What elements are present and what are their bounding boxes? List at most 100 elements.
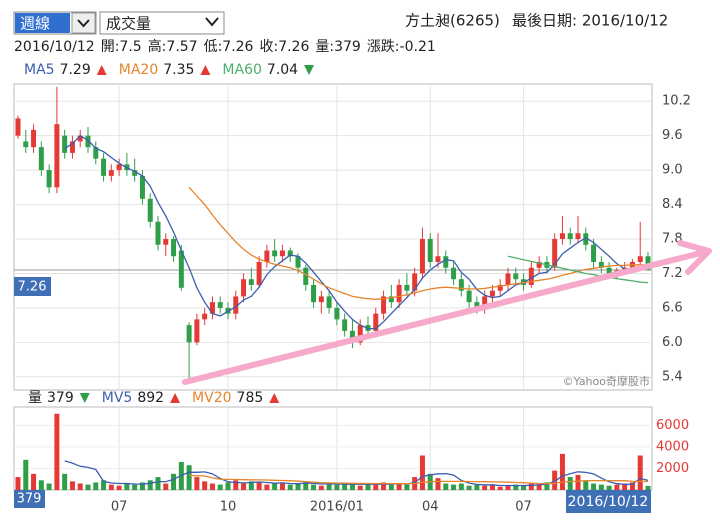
candle-body [108, 170, 114, 176]
info-value: 7.5 [119, 39, 141, 55]
candle-body [373, 313, 379, 331]
candle-body [155, 221, 161, 245]
info-label: 量: [315, 39, 334, 55]
volume-bar [93, 482, 99, 490]
volume-bar [124, 483, 130, 490]
volume-bar [513, 484, 519, 490]
candle-body [77, 135, 83, 142]
candle-body [637, 256, 643, 262]
legend-name: MA60 [222, 62, 261, 78]
info-label: 低: [204, 39, 223, 55]
volume-bar [458, 483, 464, 490]
volume-bar [147, 480, 153, 490]
volume-bar [528, 483, 534, 490]
info-line: 2016/10/12 開:7.5 高:7.57 低:7.26 收:7.26 量:379 漲跌… [14, 38, 436, 55]
volume-bar [559, 453, 565, 490]
candle-body [62, 135, 68, 153]
info-label: 高: [148, 38, 167, 55]
volume-bar [396, 483, 402, 490]
candle-body [241, 279, 247, 297]
dropdown-box[interactable] [99, 11, 225, 35]
candle-body [287, 250, 293, 257]
candle-body [591, 244, 597, 262]
volume-bar [163, 483, 169, 490]
y-tick-label: 6000 [656, 418, 689, 433]
watermark: ©Yahoo奇摩股市 [563, 374, 650, 388]
period-label: 週線 [20, 15, 50, 33]
y-tick-label: 10.2 [662, 94, 691, 109]
volume-bar [23, 459, 29, 490]
stock-name: 方土昶(6265) [405, 12, 500, 30]
candle-body [303, 267, 309, 285]
candle-body [54, 124, 60, 188]
last-date: 最後日期: 2016/10/12 [512, 12, 668, 30]
volume-bar [489, 484, 495, 490]
dropdown-button[interactable] [71, 12, 96, 34]
mv-line [64, 460, 649, 487]
candle-body [645, 256, 651, 271]
volume-bar [46, 483, 52, 490]
info-date: 2016/10/12 [14, 39, 95, 55]
indicator-dropdown[interactable]: 成交量 [99, 11, 225, 35]
y-tick-label: 6.6 [662, 300, 683, 315]
volume-bar [311, 484, 317, 490]
candle-body [93, 147, 99, 159]
volume-bar [194, 477, 200, 490]
volume-bar [272, 483, 278, 490]
candle-body [606, 267, 612, 274]
volume-bar [645, 485, 651, 490]
legend-value: 892 [137, 390, 164, 406]
volume-bar [629, 482, 635, 490]
volume-bar [521, 485, 527, 490]
candle-body [194, 319, 200, 343]
candle-body [412, 273, 418, 291]
candle-body [38, 147, 44, 171]
legend-value: 379 [47, 390, 74, 406]
price-frame [13, 83, 653, 391]
candle-body [505, 273, 511, 285]
info-value: 7.57 [166, 39, 197, 55]
volume-bar [497, 486, 503, 490]
candle-body [513, 273, 519, 280]
volume-bar [536, 484, 542, 490]
legend-name: MA20 [119, 62, 158, 78]
candle-body [458, 279, 464, 291]
volume-bar [435, 478, 441, 490]
volume-bar [388, 484, 394, 490]
candle-body [272, 250, 278, 257]
crosshair-price-box [14, 277, 51, 296]
volume-bar [279, 482, 285, 490]
volume-bar [85, 484, 91, 490]
candle-body [435, 256, 441, 262]
candle-body [233, 296, 239, 314]
crosshair-volume: 379 [17, 492, 42, 507]
crosshair-date-box [566, 490, 651, 513]
candle-body [178, 250, 184, 288]
volume-bar [256, 482, 262, 490]
candle-body [349, 330, 355, 343]
candle-body [466, 290, 472, 303]
y-tick-label: 6.0 [662, 335, 683, 350]
arrow-head [677, 240, 712, 275]
volume-bar [606, 485, 612, 490]
candle-body [334, 307, 340, 320]
trend-arrow [182, 240, 712, 385]
period-dropdown[interactable]: 週線 [13, 11, 97, 35]
volume-bar [241, 483, 247, 490]
volume-bar [248, 481, 254, 490]
legend-name: MA5 [24, 62, 55, 78]
volume-bar [287, 484, 293, 490]
candle-body [132, 170, 138, 176]
candle-body [69, 141, 75, 153]
volume-bar [552, 470, 558, 490]
candle-body [279, 250, 285, 257]
volume-bar [303, 481, 309, 490]
candle-body [139, 175, 145, 199]
candle-body [443, 256, 449, 268]
volume-bar [171, 473, 177, 490]
candle-body [536, 261, 542, 268]
crosshair-volume-box [14, 490, 45, 508]
info-label: 開: [101, 39, 120, 55]
candle-body [451, 267, 457, 280]
